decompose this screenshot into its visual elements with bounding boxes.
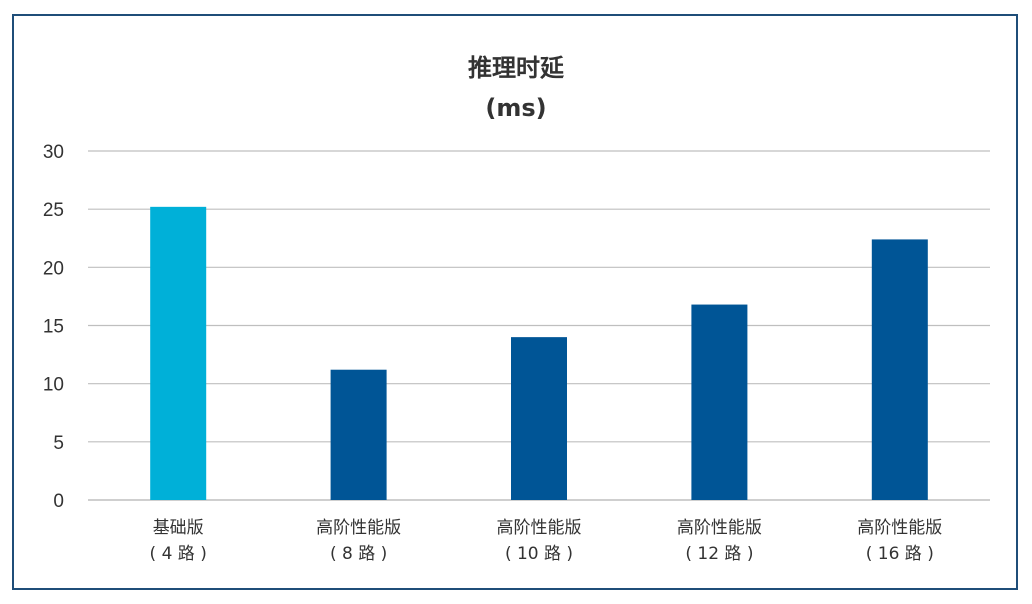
x-tick-sublabel: ( 8 路 ) [330, 544, 387, 564]
bar [871, 239, 928, 500]
y-tick-label: 5 [53, 433, 64, 454]
bars [150, 206, 928, 500]
gridlines [88, 150, 990, 501]
chart-subtitle: (ms) [485, 94, 546, 122]
x-tick-sublabel: ( 16 路 ) [866, 544, 934, 564]
y-tick-label: 30 [43, 142, 64, 163]
x-tick-label: 高阶性能版 [857, 518, 942, 538]
y-tick-label: 10 [43, 375, 64, 396]
y-tick-label: 15 [43, 317, 64, 338]
y-tick-label: 25 [43, 200, 64, 221]
x-tick-sublabel: ( 12 路 ) [685, 544, 753, 564]
bar [330, 369, 387, 500]
y-axis: 0 5 10 15 20 25 30 [43, 142, 64, 512]
bar [511, 337, 567, 500]
x-tick-label: 基础版 [153, 518, 204, 538]
bar [150, 206, 207, 500]
y-tick-label: 0 [53, 491, 64, 512]
x-tick-sublabel: ( 4 路 ) [150, 544, 207, 564]
x-tick-sublabel: ( 10 路 ) [505, 544, 573, 564]
x-tick-label: 高阶性能版 [497, 518, 582, 538]
chart-title: 推理时延 [468, 54, 565, 82]
x-tick-label: 高阶性能版 [316, 518, 401, 538]
x-axis: 基础版 ( 4 路 ) 高阶性能版 ( 8 路 ) 高阶性能版 ( 10 路 ) 高阶性能版… [150, 518, 943, 564]
x-tick-label: 高阶性能版 [677, 518, 762, 538]
bar [691, 304, 748, 500]
y-tick-label: 20 [43, 258, 64, 279]
